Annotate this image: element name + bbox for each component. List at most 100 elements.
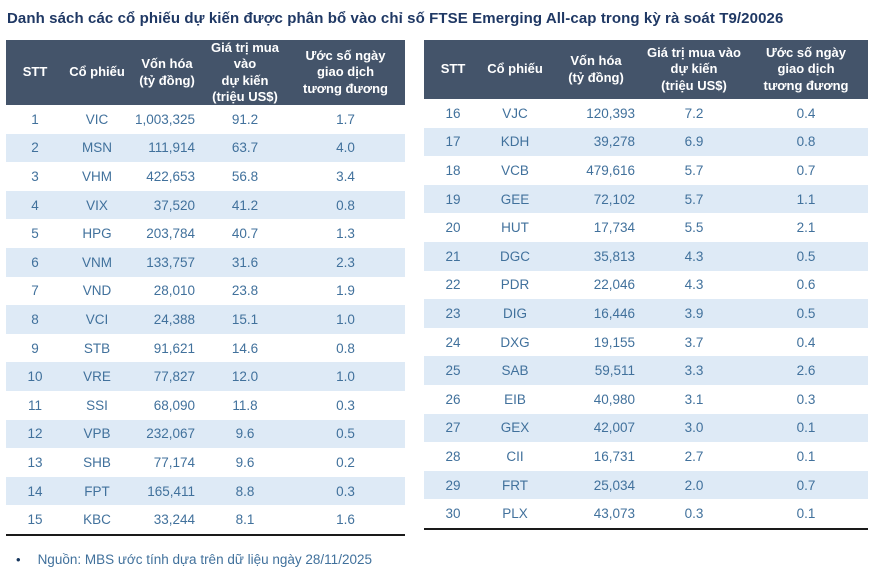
buy-value-cell: 3.1 <box>684 391 704 407</box>
row-index-cell: 7 <box>31 283 39 299</box>
buy-value-cell: 7.2 <box>684 105 704 121</box>
table-row: 2 MSN 111,914 63.7 4.0 <box>6 133 405 163</box>
ticker-cell: PLX <box>502 506 528 522</box>
market-cap-cell: 165,411 <box>130 476 204 506</box>
trading-days-cell: 1.6 <box>336 512 355 528</box>
ticker-cell: VIC <box>85 111 109 127</box>
market-cap-cell: 37,520 <box>130 190 204 220</box>
trading-days-cell: 0.8 <box>744 127 868 157</box>
market-cap-cell: 72,102 <box>548 184 644 214</box>
buy-value-cell: 6.9 <box>644 127 744 157</box>
trading-days-cell: 0.1 <box>744 413 868 443</box>
trading-days-cell: 2.3 <box>286 247 405 277</box>
buy-value-cell: 56.8 <box>231 168 259 184</box>
row-index-cell: 4 <box>6 190 64 220</box>
market-cap-cell: 35,813 <box>548 241 644 271</box>
market-cap-cell: 68,090 <box>153 397 195 413</box>
ticker-cell: VCB <box>501 162 529 178</box>
buy-value-cell: 63.7 <box>204 133 286 163</box>
row-index-cell: 5 <box>31 226 39 242</box>
market-cap-cell: 1,003,325 <box>134 111 195 127</box>
trading-days-cell: 0.3 <box>796 391 816 407</box>
column-header-trading-days: Ước số ngày giao dịch tương đương <box>744 40 868 99</box>
table-row: 12 VPB 232,067 9.6 0.5 <box>6 419 405 449</box>
market-cap-cell: 133,757 <box>130 247 204 277</box>
market-cap-cell: 77,827 <box>130 362 204 391</box>
row-index-cell: 9 <box>31 340 39 356</box>
trading-days-cell: 1.0 <box>286 362 405 391</box>
table-row: 25 SAB 59,511 3.3 2.6 <box>424 356 868 385</box>
trading-days-cell: 0.8 <box>286 190 405 220</box>
buy-value-cell: 0.3 <box>684 506 704 522</box>
ticker-cell: VPB <box>64 419 130 449</box>
table-row: 23 DIG 16,446 3.9 0.5 <box>424 299 868 328</box>
row-index-cell: 16 <box>445 105 461 121</box>
ticker-cell: VHM <box>82 168 112 184</box>
ticker-cell: HPG <box>82 226 112 242</box>
buy-value-cell: 5.7 <box>684 162 704 178</box>
market-cap-cell: 43,073 <box>593 506 635 522</box>
trading-days-cell: 2.1 <box>796 220 816 236</box>
trading-days-cell: 1.0 <box>286 305 405 334</box>
buy-value-cell: 3.7 <box>684 334 704 350</box>
buy-value-cell: 15.1 <box>204 305 286 334</box>
market-cap-cell: 59,511 <box>548 356 644 385</box>
ticker-cell: FRT <box>482 470 548 500</box>
buy-value-cell: 14.6 <box>231 340 259 356</box>
trading-days-cell: 0.3 <box>286 476 405 506</box>
market-cap-cell: 22,046 <box>593 277 635 293</box>
market-cap-cell: 16,446 <box>548 299 644 328</box>
row-index-cell: 27 <box>424 413 482 443</box>
market-cap-cell: 33,244 <box>153 512 195 528</box>
ticker-cell: VND <box>82 283 112 299</box>
trading-days-cell: 0.6 <box>796 277 816 293</box>
row-index-cell: 14 <box>6 476 64 506</box>
column-header-ticker: Cổ phiếu <box>64 40 130 105</box>
market-cap-cell: 40,980 <box>593 391 635 407</box>
buy-value-cell: 12.0 <box>204 362 286 391</box>
row-index-cell: 25 <box>424 356 482 385</box>
market-cap-cell: 39,278 <box>548 127 644 157</box>
ticker-cell: PDR <box>500 277 530 293</box>
row-index-cell: 21 <box>424 241 482 271</box>
ticker-cell: VRE <box>64 362 130 391</box>
table-row: 30 PLX 43,073 0.3 0.1 <box>424 499 868 529</box>
table-row: 24 DXG 19,155 3.7 0.4 <box>424 328 868 357</box>
row-index-cell: 6 <box>6 247 64 277</box>
trading-days-cell: 4.0 <box>286 133 405 163</box>
buy-value-cell: 9.6 <box>235 454 255 470</box>
column-header-market-cap: Vốn hóa (tỷ đồng) <box>130 40 204 105</box>
ticker-cell: FPT <box>64 476 130 506</box>
trading-days-cell: 0.4 <box>796 334 816 350</box>
buy-value-cell: 4.3 <box>684 277 704 293</box>
buy-value-cell: 11.8 <box>232 397 258 413</box>
table-row: 3 VHM 422,653 56.8 3.4 <box>6 162 405 191</box>
trading-days-cell: 0.1 <box>796 506 816 522</box>
row-index-cell: 3 <box>31 168 39 184</box>
buy-value-cell: 3.0 <box>644 413 744 443</box>
buy-value-cell: 41.2 <box>204 190 286 220</box>
row-index-cell: 13 <box>27 454 43 470</box>
market-cap-cell: 28,010 <box>153 283 195 299</box>
row-index-cell: 11 <box>27 397 42 413</box>
row-index-cell: 17 <box>424 127 482 157</box>
stock-table-right: STT Cổ phiếu Vốn hóa (tỷ đồng) Giá trị m… <box>424 40 868 530</box>
trading-days-cell: 0.7 <box>744 470 868 500</box>
trading-days-cell: 0.8 <box>336 340 355 356</box>
column-header-buy-value: Giá trị mua vào dự kiến (triệu US$) <box>204 40 286 105</box>
bullet-icon: • <box>16 551 21 567</box>
table-row: 22 PDR 22,046 4.3 0.6 <box>424 271 868 300</box>
source-note: • Nguồn: MBS ước tính dựa trên dữ liệu n… <box>6 552 870 567</box>
stock-table-left: STT Cổ phiếu Vốn hóa (tỷ đồng) Giá trị m… <box>6 40 405 536</box>
ticker-cell: STB <box>83 340 111 356</box>
ticker-cell: VNM <box>64 247 130 277</box>
trading-days-cell: 1.1 <box>744 184 868 214</box>
row-index-cell: 19 <box>424 184 482 214</box>
table-row: 14 FPT 165,411 8.8 0.3 <box>6 476 405 506</box>
row-index-cell: 28 <box>445 448 461 464</box>
ticker-cell: DXG <box>500 334 530 350</box>
trading-days-cell: 0.5 <box>744 241 868 271</box>
row-index-cell: 10 <box>6 362 64 391</box>
row-index-cell: 26 <box>445 391 461 407</box>
